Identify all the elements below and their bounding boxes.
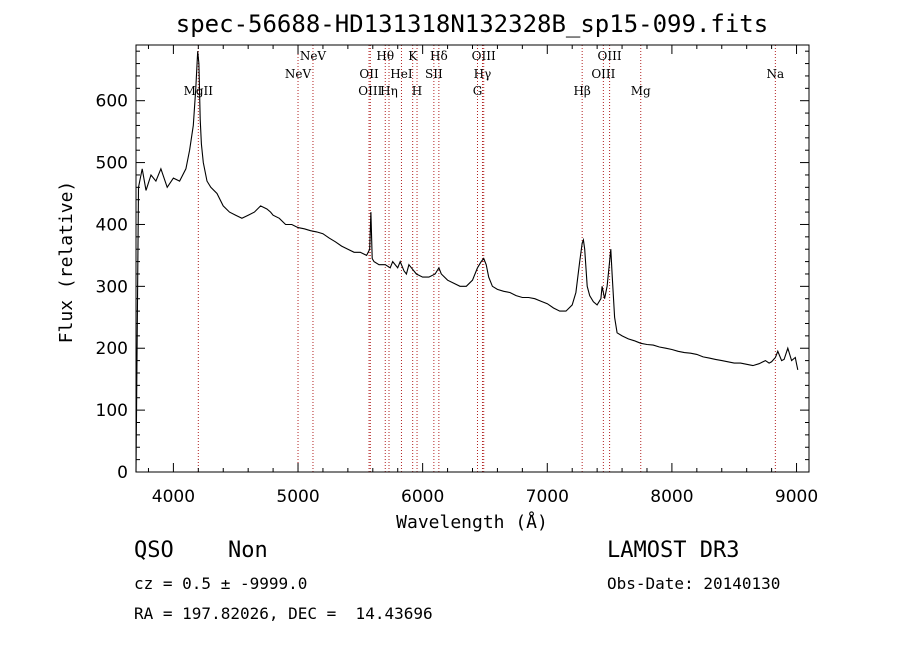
line-label: OII [359, 67, 379, 81]
line-label: HeI [390, 67, 413, 81]
line-label: Na [767, 67, 785, 81]
line-label: Hβ [573, 84, 590, 98]
y-tick-label: 0 [117, 463, 128, 483]
x-tick-label: 5000 [276, 487, 319, 507]
line-label: SII [425, 67, 443, 81]
plot-frame [135, 44, 810, 473]
line-label: G [473, 84, 483, 98]
line-label: H [412, 84, 422, 98]
line-label: OIII [591, 67, 615, 81]
x-axis-title: Wavelength (Å) [396, 511, 548, 533]
line-label: NeV [285, 67, 312, 81]
line-labels: MgII NeV NeV OII OIII Hθ Hη HeI K H Hδ SII OIII Hγ G Hβ… [184, 49, 785, 98]
y-tick-label: 300 [96, 277, 128, 297]
line-label: Hγ [474, 67, 492, 81]
line-label: Hδ [430, 49, 448, 63]
line-label: OIII [598, 49, 622, 63]
line-label: Hθ [376, 49, 394, 63]
line-label: OIII [358, 84, 382, 98]
obs-date: Obs-Date: 20140130 [607, 574, 781, 593]
line-markers [197, 45, 776, 472]
redshift-info: cz = 0.5 ± -9999.0 [134, 574, 308, 593]
line-label: Hη [380, 84, 398, 98]
y-tick-label: 500 [96, 154, 128, 174]
line-label: OIII [472, 49, 496, 63]
object-class: QSO [134, 538, 174, 563]
y-tick-label: 400 [96, 215, 128, 235]
x-tick-label: 7000 [526, 487, 569, 507]
line-label: Mg [631, 84, 651, 98]
y-tick-label: 100 [96, 401, 128, 421]
object-subclass: Non [228, 538, 268, 563]
line-label: MgII [184, 84, 214, 98]
survey-name: LAMOST DR3 [607, 538, 740, 563]
y-axis-ticks: 0 100 200 300 400 500 600 [96, 50, 809, 483]
y-tick-label: 200 [96, 339, 128, 359]
x-tick-label: 9000 [775, 487, 818, 507]
chart-title: spec-56688-HD131318N132328B_sp15-099.fit… [176, 10, 768, 38]
x-tick-label: 4000 [152, 487, 195, 507]
spectrum-line [135, 51, 799, 473]
y-axis-title: Flux (relative) [56, 181, 77, 344]
line-label: NeV [300, 49, 327, 63]
line-label: K [408, 49, 418, 63]
y-tick-label: 600 [96, 92, 128, 112]
x-tick-label: 6000 [401, 487, 444, 507]
x-axis-ticks: 4000 5000 6000 7000 8000 9000 [147, 45, 818, 507]
x-tick-label: 8000 [650, 487, 693, 507]
coordinates: RA = 197.82026, DEC = 14.43696 [134, 604, 433, 623]
